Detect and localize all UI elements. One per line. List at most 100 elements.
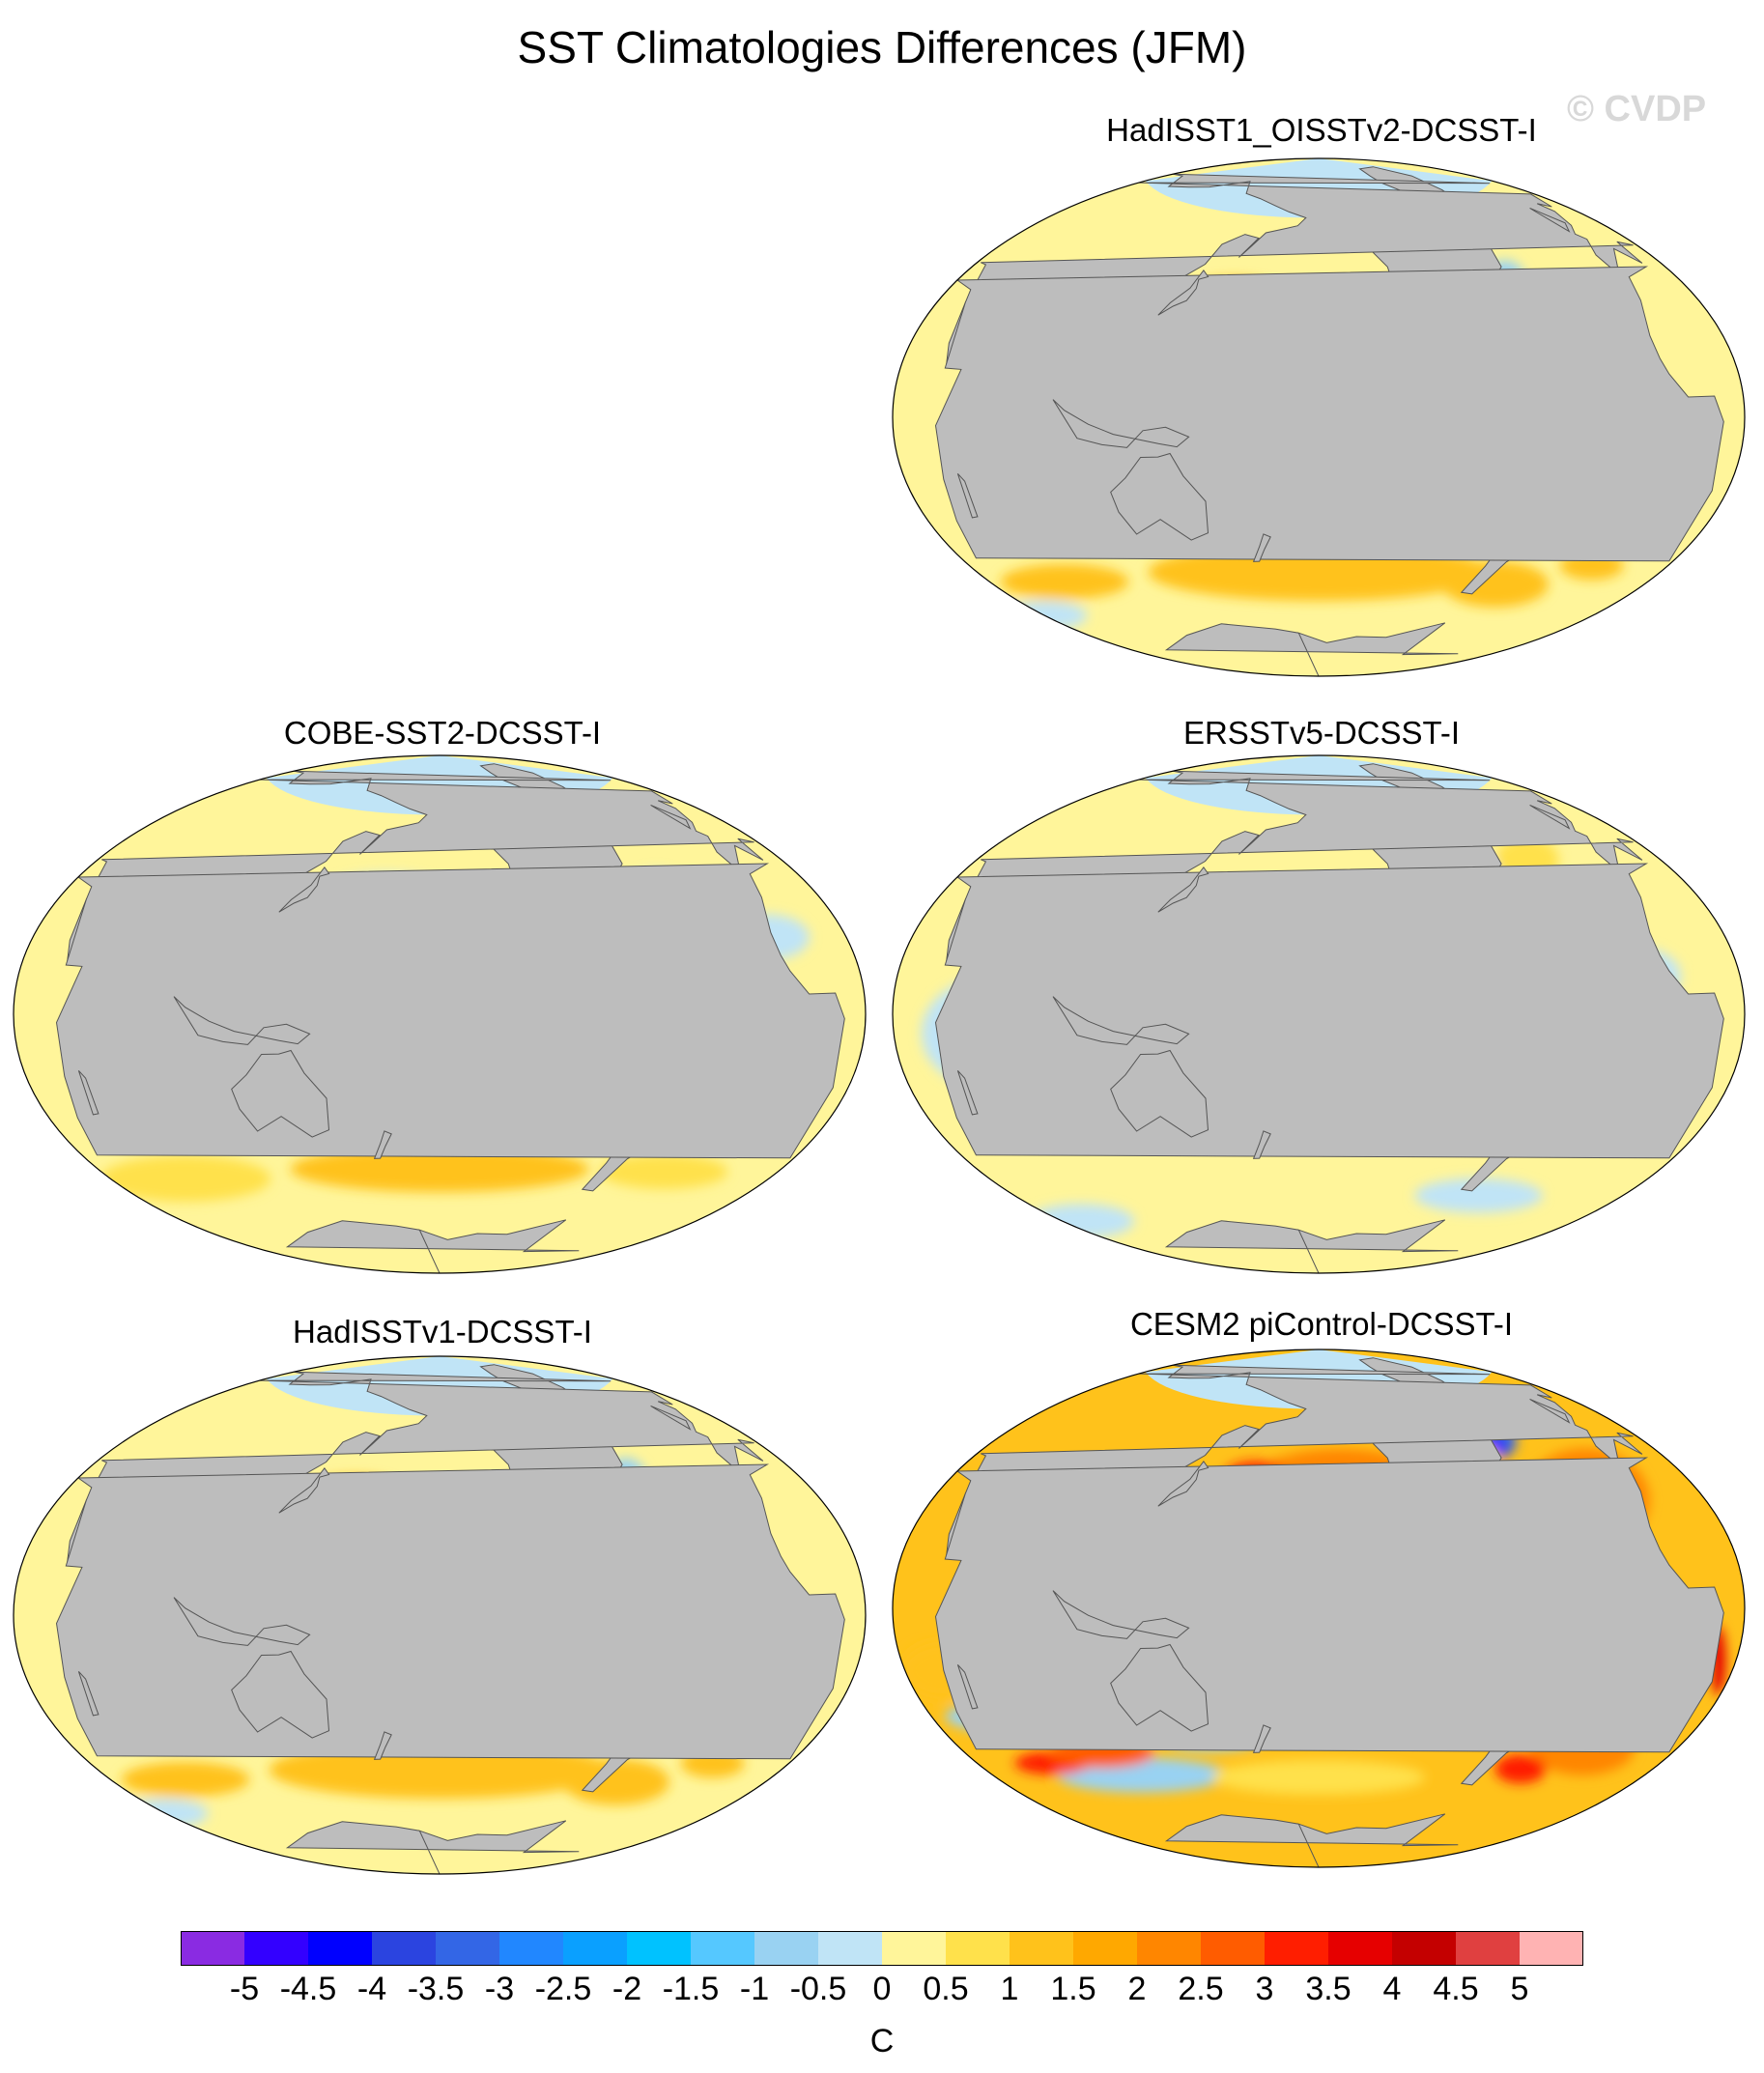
colorbar-swatch <box>1328 1931 1393 1966</box>
colorbar-swatch <box>1010 1931 1074 1966</box>
figure-title: SST Climatologies Differences (JFM) <box>517 22 1247 72</box>
land-africa_w <box>934 1457 1724 1753</box>
land-nz <box>1252 1130 1271 1159</box>
land-uk <box>1529 804 1571 830</box>
colorbar-tick-label: -1.5 <box>662 1971 720 2007</box>
anomaly-region <box>1000 564 1129 599</box>
map-border <box>13 754 867 1274</box>
land-uk <box>650 804 692 830</box>
colorbar-swatch <box>1265 1931 1329 1966</box>
colorbar-tick-label: 3 <box>1255 1971 1274 2007</box>
colorbar-tick-label: 3.5 <box>1305 1971 1351 2007</box>
colorbar-swatch <box>1456 1931 1521 1966</box>
anomaly-region <box>1028 1204 1135 1239</box>
land-madagascar <box>956 1069 979 1116</box>
map-cesm2-picontrol <box>892 1349 1746 1868</box>
land-madagascar <box>956 1663 979 1710</box>
colorbar-tick-label: 0.5 <box>923 1971 969 2007</box>
colorbar-tick-label: -3 <box>484 1971 515 2007</box>
colorbar-tick-label: 1 <box>1000 1971 1019 2007</box>
colorbar-swatch <box>1201 1931 1266 1966</box>
land-africa_w <box>934 266 1724 562</box>
anomaly-region <box>1211 1760 1426 1795</box>
anomaly-region <box>1414 1178 1543 1213</box>
colorbar-tick-label: 0 <box>872 1971 892 2007</box>
colorbar-swatch <box>754 1931 819 1966</box>
colorbar-swatch <box>499 1931 564 1966</box>
colorbar-swatch <box>436 1931 500 1966</box>
anomaly-region <box>100 1155 271 1202</box>
colorbar-swatch <box>946 1931 1010 1966</box>
colorbar-tick-label: 2 <box>1127 1971 1147 2007</box>
anomaly-region <box>599 1154 728 1189</box>
land-australia <box>231 1049 330 1138</box>
map-cobe-sst2 <box>13 754 867 1274</box>
anomaly-region <box>562 1758 669 1805</box>
watermark: © CVDP <box>1567 89 1707 129</box>
panel-title-cesm2-picontrol: CESM2 piControl-DCSST-I <box>1129 1306 1514 1342</box>
land-africa_w <box>55 863 845 1159</box>
colorbar-tick-label: -4.5 <box>279 1971 337 2007</box>
land-uk <box>1529 1398 1571 1424</box>
colorbar-swatch <box>181 1931 245 1966</box>
land-africa_w <box>934 863 1724 1159</box>
map-border <box>13 1355 867 1875</box>
land-africa_w <box>55 1463 845 1760</box>
colorbar-swatch <box>1520 1931 1583 1966</box>
land-nz <box>373 1130 392 1159</box>
land-uk <box>650 1405 692 1431</box>
colorbar-swatch <box>882 1931 947 1966</box>
colorbar-swatch <box>627 1931 692 1966</box>
colorbar-swatch <box>244 1931 309 1966</box>
land-nz <box>1252 1724 1271 1753</box>
colorbar-tick-label: -1 <box>739 1971 770 2007</box>
colorbar-swatch <box>372 1931 437 1966</box>
colorbar-tick-label: 1.5 <box>1050 1971 1096 2007</box>
land-madagascar <box>956 472 979 519</box>
colorbar-swatch <box>818 1931 883 1966</box>
colorbar-swatch <box>1137 1931 1202 1966</box>
colorbar-units: C <box>869 2023 895 2059</box>
panel-title-hadisst1-oisstv2: HadISST1_OISSTv2-DCSST-I <box>1106 112 1537 148</box>
colorbar-tick-label: -0.5 <box>789 1971 847 2007</box>
colorbar-swatch <box>308 1931 373 1966</box>
colorbar-swatch <box>1073 1931 1138 1966</box>
land-japan <box>278 866 330 913</box>
colorbar-swatch <box>563 1931 628 1966</box>
land-madagascar <box>77 1670 100 1717</box>
colorbar <box>181 1931 1583 1966</box>
colorbar-swatch <box>1392 1931 1457 1966</box>
land-indonesia <box>1052 399 1190 448</box>
anomaly-region <box>1441 560 1549 608</box>
map-border <box>892 1349 1746 1868</box>
land-indonesia <box>1052 996 1190 1045</box>
land-japan <box>278 1466 330 1514</box>
panel-title-cobe-sst2: COBE-SST2-DCSST-I <box>283 715 602 751</box>
land-antarctica <box>1164 622 1459 676</box>
anomaly-region <box>290 1146 589 1192</box>
land-antarctica <box>1164 1813 1459 1867</box>
land-antarctica <box>1164 1219 1459 1273</box>
colorbar-tick-label: -2.5 <box>534 1971 592 2007</box>
land-nz <box>1252 533 1271 562</box>
land-antarctica <box>285 1820 580 1874</box>
colorbar-swatch <box>691 1931 755 1966</box>
map-hadisst1-oisstv2 <box>892 157 1746 677</box>
colorbar-tick-label: 4 <box>1382 1971 1402 2007</box>
land-indonesia <box>173 1597 311 1646</box>
anomaly-region <box>121 1762 250 1797</box>
colorbar-tick-label: 2.5 <box>1178 1971 1224 2007</box>
anomaly-region <box>1494 1754 1547 1784</box>
land-uk <box>1529 207 1571 233</box>
land-japan <box>1157 866 1209 913</box>
colorbar-tick-label: -5 <box>229 1971 260 2007</box>
land-australia <box>1110 452 1209 541</box>
land-nz <box>373 1731 392 1760</box>
land-australia <box>231 1650 330 1739</box>
land-australia <box>1110 1049 1209 1138</box>
colorbar-tick-label: -2 <box>612 1971 642 2007</box>
land-madagascar <box>77 1069 100 1116</box>
land-indonesia <box>173 996 311 1045</box>
colorbar-tick-label: 4.5 <box>1433 1971 1479 2007</box>
land-antarctica <box>285 1219 580 1273</box>
